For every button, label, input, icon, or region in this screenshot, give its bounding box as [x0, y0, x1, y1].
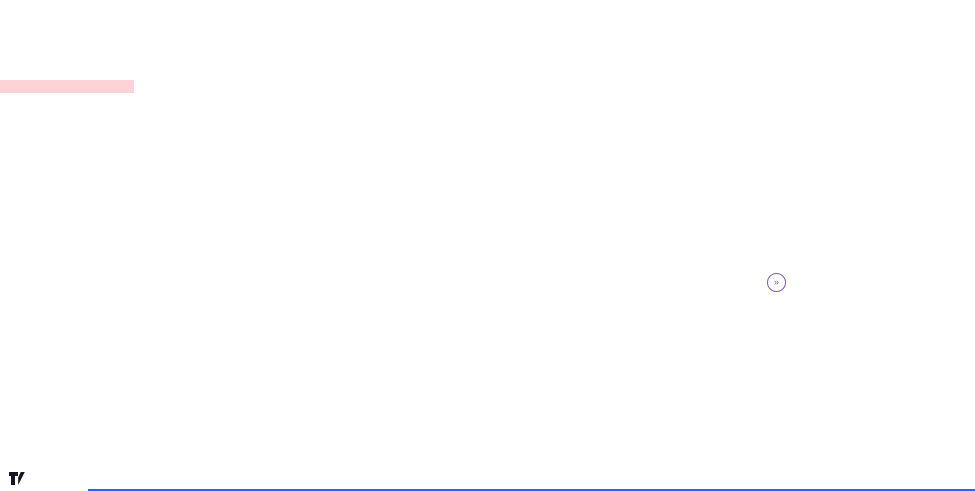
price-axis[interactable] [878, 0, 975, 462]
tradingview-logo-icon[interactable] [8, 468, 26, 486]
annotation-note [0, 80, 134, 93]
footer-bar [0, 462, 975, 491]
go-to-realtime-button[interactable]: » [767, 273, 786, 292]
chart-canvas[interactable] [0, 0, 975, 462]
time-axis[interactable] [0, 445, 878, 462]
bottom-blue-bar [88, 489, 975, 491]
last-price-badge [881, 130, 971, 151]
